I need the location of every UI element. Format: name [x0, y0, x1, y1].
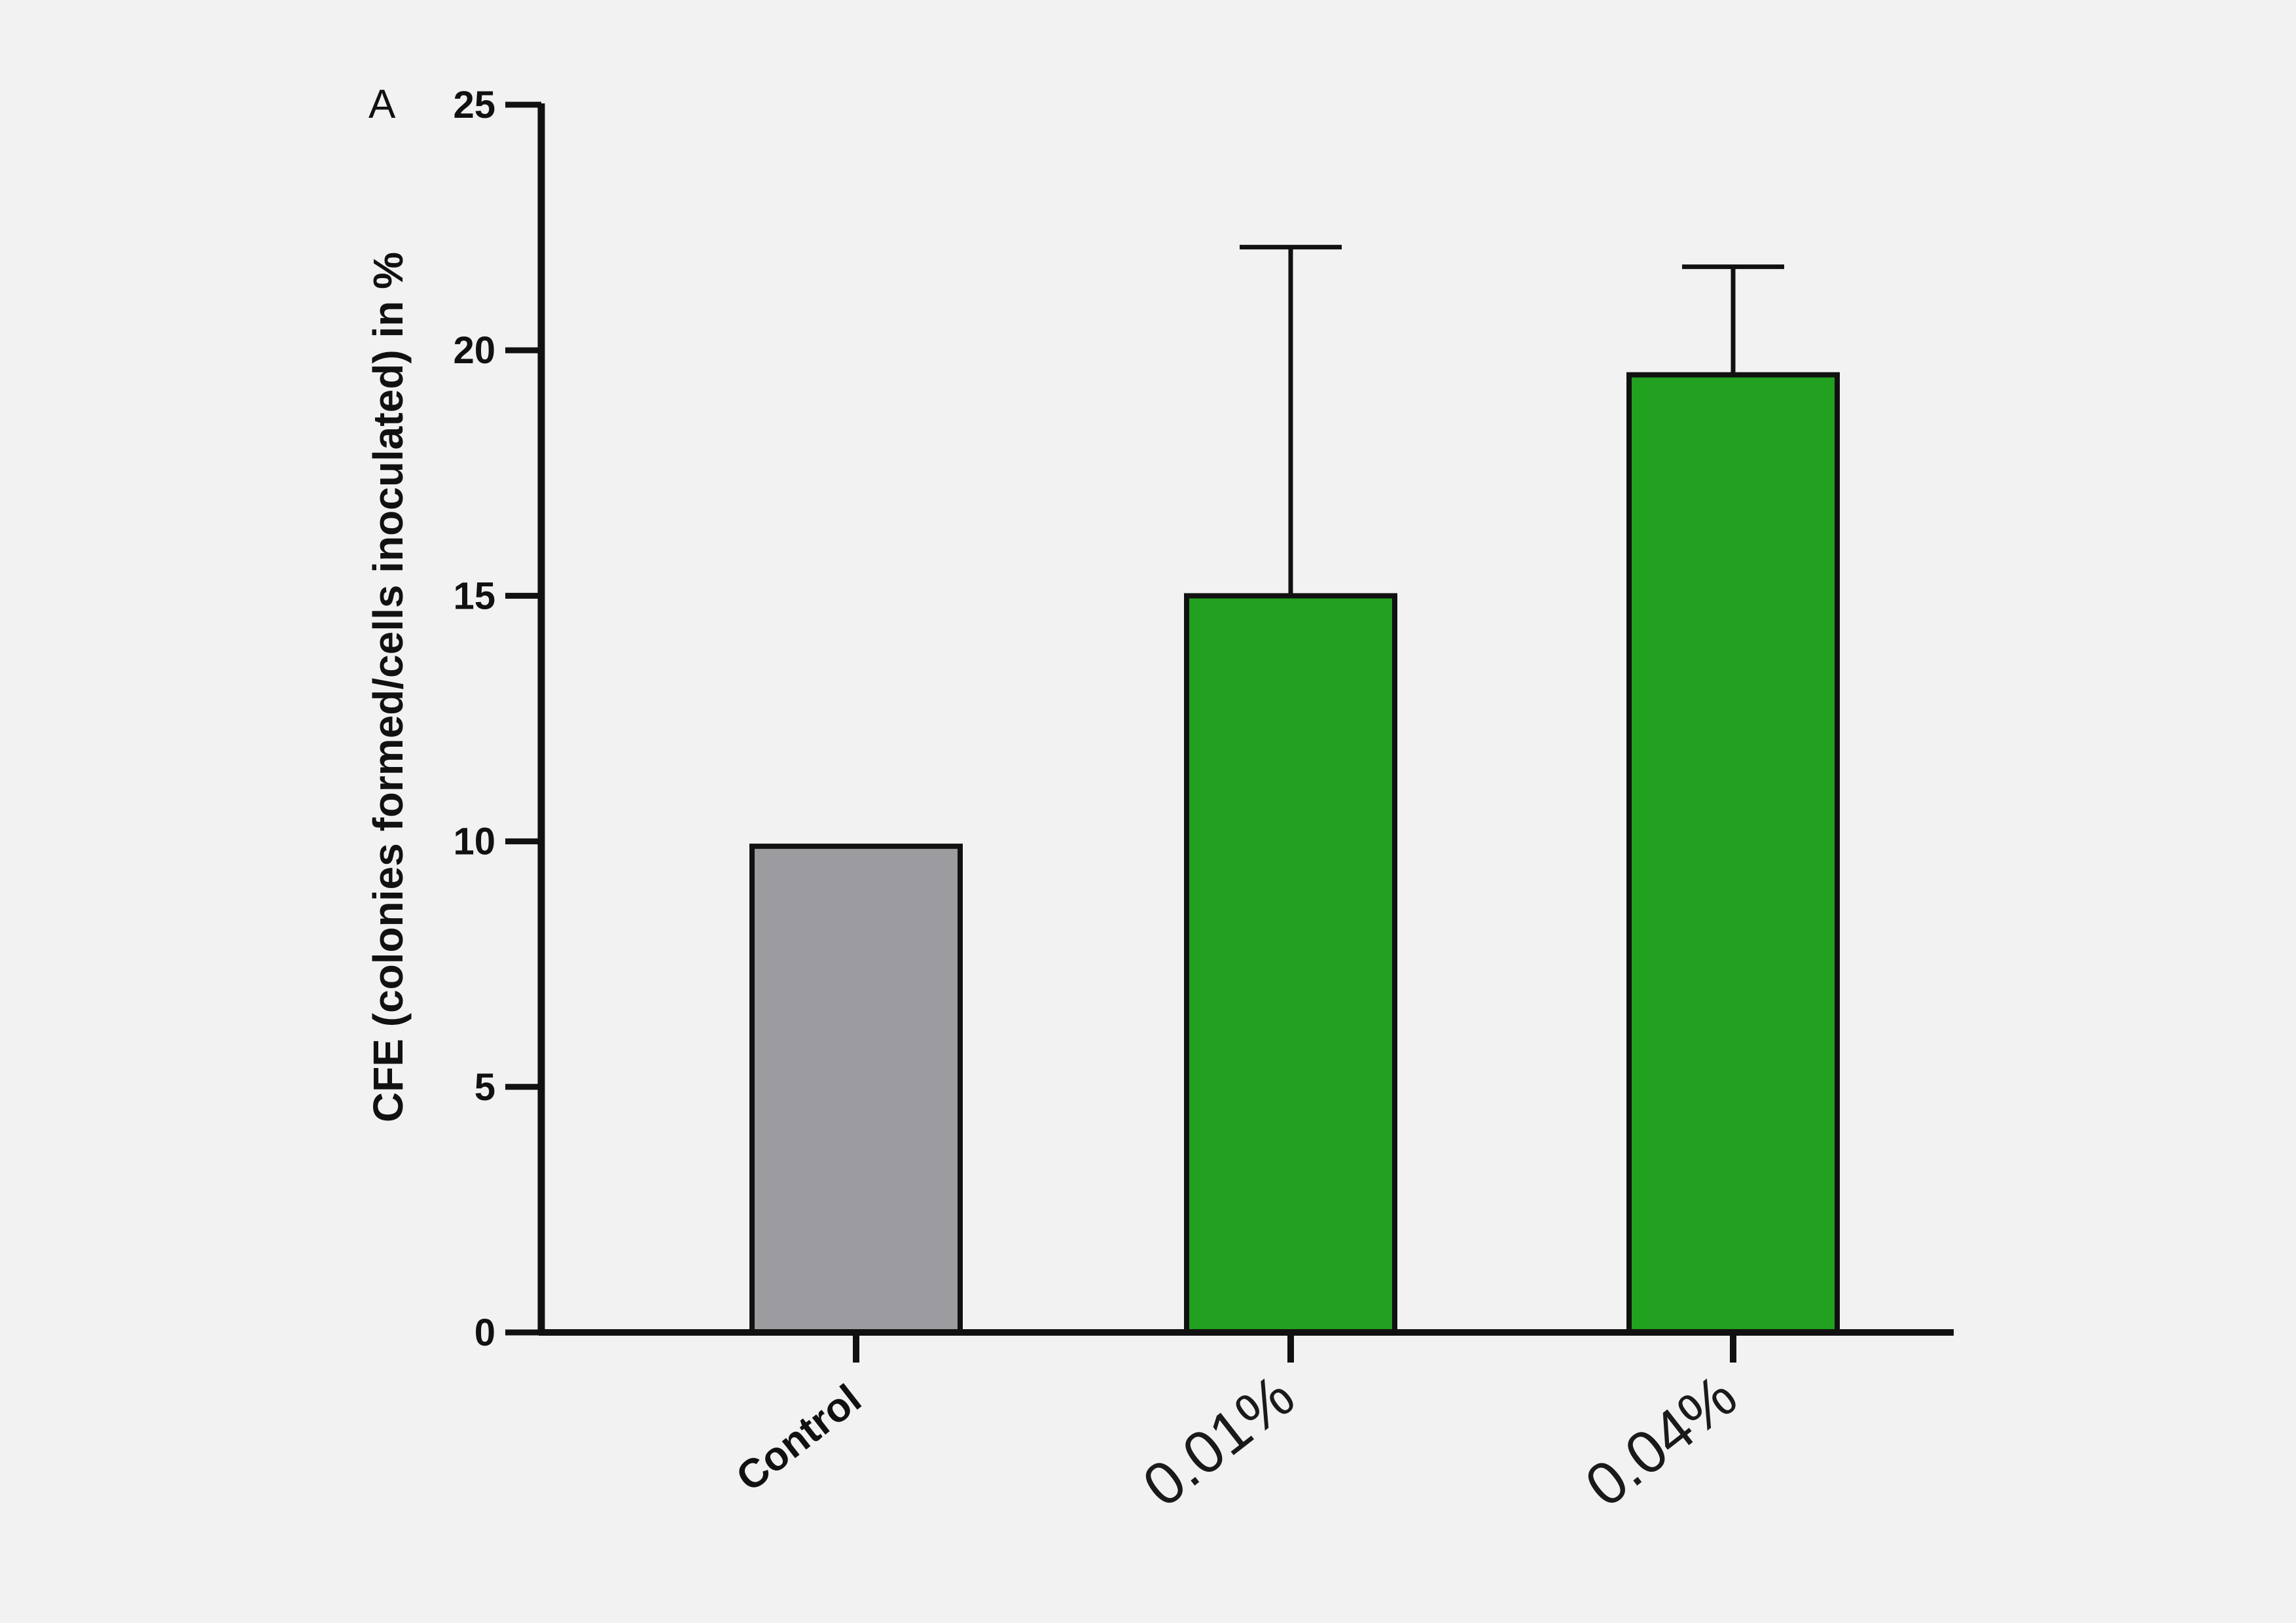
bar-0-01: [1184, 593, 1397, 1335]
x-tick-label-0-04: 0.04%: [1573, 1362, 1749, 1520]
y-tick-label: 25: [453, 84, 495, 126]
x-tick-label-0-01: 0.01%: [1131, 1362, 1306, 1520]
bar-control: [749, 844, 963, 1335]
y-tick-label: 15: [453, 575, 495, 617]
axes-layer: [505, 101, 1954, 1363]
bar-0-04: [1626, 372, 1840, 1335]
y-tick-label: 20: [453, 329, 495, 372]
x-tick-label-control: Control: [728, 1376, 869, 1501]
y-axis-title: CFE (colonies formed/cells inoculated) i…: [365, 252, 412, 1122]
panel-label: A: [368, 82, 396, 127]
error-bars-layer: [1240, 245, 1784, 596]
y-tick-label: 0: [475, 1311, 495, 1354]
labels-layer: Control 0.01% 0.04% 0 5 10 15 20 25: [453, 84, 1749, 1520]
y-tick-label: 10: [453, 821, 495, 863]
error-bar-0-01: [1240, 245, 1342, 596]
bars-layer: [749, 372, 1840, 1335]
error-bar-0-04: [1682, 264, 1784, 375]
y-tick-label: 5: [475, 1066, 495, 1109]
